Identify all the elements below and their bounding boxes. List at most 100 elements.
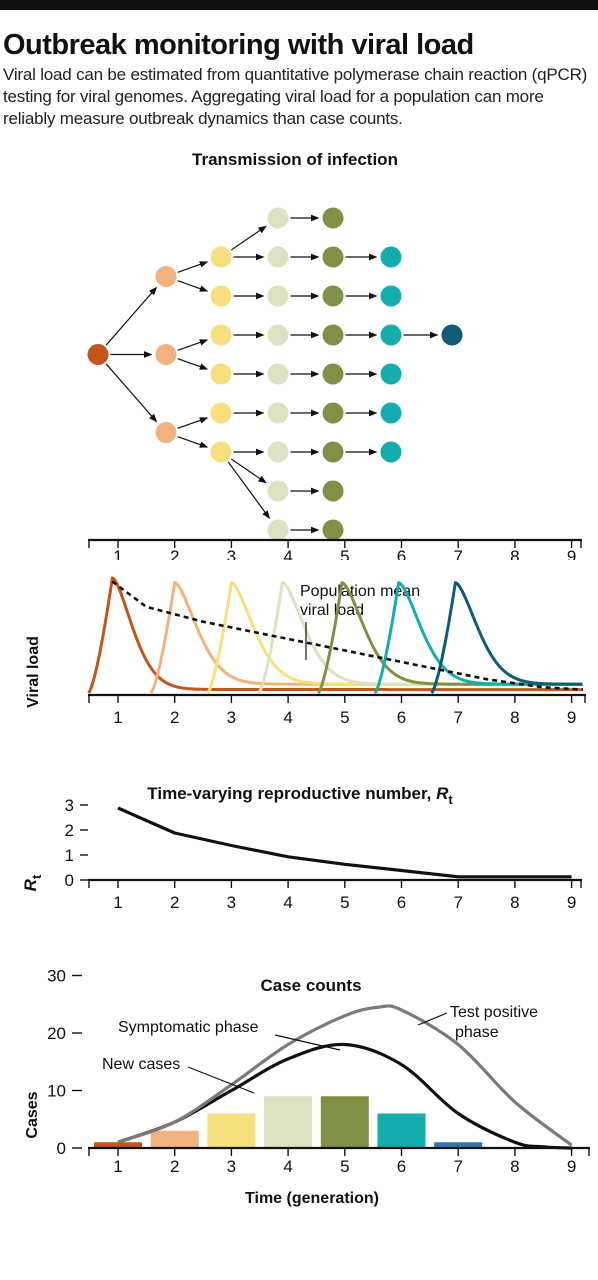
x-tick-label: 6 bbox=[397, 893, 406, 912]
x-tick-label: 7 bbox=[453, 547, 462, 560]
viral-load-chart: Viral load Population mean viral load 1 2… bbox=[25, 576, 586, 727]
top-rule bbox=[0, 0, 598, 10]
transmission-arrow bbox=[105, 363, 158, 423]
x-tick-label: 4 bbox=[283, 547, 292, 560]
gen1-node bbox=[87, 344, 109, 365]
x-tick-label: 1 bbox=[113, 547, 122, 560]
x-tick-label: 9 bbox=[567, 547, 576, 560]
mean-annotation-line1: Population mean bbox=[300, 583, 420, 600]
transmission-arrow bbox=[177, 436, 209, 448]
gen6-node bbox=[380, 285, 402, 307]
page-title: Outbreak monitoring with viral load bbox=[3, 29, 474, 61]
x-tick-label: 5 bbox=[340, 708, 349, 727]
x-tick-label: 9 bbox=[567, 893, 576, 912]
gen3-case-bar bbox=[207, 1113, 256, 1148]
gen5-node bbox=[322, 402, 344, 424]
gen7-node bbox=[441, 324, 463, 346]
gen5-node bbox=[322, 519, 344, 541]
x-tick-label: 3 bbox=[227, 547, 236, 560]
x-tick-label: 2 bbox=[170, 1157, 179, 1176]
x-tick-label: 8 bbox=[510, 708, 519, 727]
gen5-node bbox=[322, 480, 344, 502]
x-tick-label: 7 bbox=[453, 1157, 462, 1176]
x-tick-label: 6 bbox=[397, 708, 406, 727]
gen2-node bbox=[155, 266, 177, 287]
gen4-node bbox=[267, 246, 289, 268]
x-tick-label: 8 bbox=[510, 547, 519, 560]
cases-ylabel: Cases bbox=[24, 1091, 41, 1138]
x-tick-label: 7 bbox=[453, 893, 462, 912]
transmission-arrow bbox=[177, 358, 209, 370]
x-tick-label: 8 bbox=[510, 1157, 519, 1176]
rt-ylabel: Rt bbox=[21, 874, 44, 891]
gen4-node bbox=[267, 480, 289, 502]
transmission-arrow bbox=[177, 280, 209, 292]
gen3-node bbox=[210, 285, 232, 307]
x-tick-label: 3 bbox=[227, 893, 236, 912]
test-positive-phase-curve bbox=[117, 1004, 573, 1147]
gen5-node bbox=[322, 324, 344, 346]
x-tick-label: 4 bbox=[283, 1157, 292, 1176]
mean-annotation-line2: viral load bbox=[300, 602, 364, 619]
x-tick-label: 2 bbox=[170, 547, 179, 560]
gen5-node bbox=[322, 363, 344, 385]
transmission-arrow bbox=[105, 286, 158, 346]
x-tick-label: 4 bbox=[283, 708, 292, 727]
gen4-case-bar bbox=[264, 1096, 313, 1148]
gen4-node bbox=[267, 441, 289, 463]
gen4-node bbox=[267, 519, 289, 541]
cases-y-tick-label: 30 bbox=[47, 967, 66, 986]
gen5-case-bar bbox=[320, 1096, 369, 1148]
x-tick-label: 1 bbox=[113, 708, 122, 727]
x-tick-label: 1 bbox=[113, 893, 122, 912]
symptomatic-label: Symptomatic phase bbox=[118, 1019, 259, 1036]
x-tick-label: 5 bbox=[340, 893, 349, 912]
rt-line bbox=[117, 806, 572, 879]
x-tick-label: 3 bbox=[227, 1157, 236, 1176]
test-positive-pointer bbox=[417, 1012, 448, 1026]
gen6-node bbox=[380, 324, 402, 346]
gen4-node bbox=[267, 285, 289, 307]
x-tick-label: 7 bbox=[453, 708, 462, 727]
gen6-node bbox=[380, 441, 402, 463]
gen7-viral-curve bbox=[430, 581, 583, 694]
cases-title: Case counts bbox=[260, 976, 361, 995]
gen4-node bbox=[267, 207, 289, 229]
new-cases-pointer bbox=[187, 1066, 255, 1094]
cases-xlabel: Time (generation) bbox=[245, 1190, 379, 1207]
x-tick-label: 3 bbox=[227, 708, 236, 727]
gen3-node bbox=[210, 363, 232, 385]
transmission-arrow bbox=[177, 339, 209, 351]
x-tick-label: 4 bbox=[283, 893, 292, 912]
transmission-arrow bbox=[177, 261, 209, 273]
test-positive-label-2: phase bbox=[455, 1024, 499, 1041]
test-positive-label-1: Test positive bbox=[450, 1004, 538, 1021]
gen5-node bbox=[322, 441, 344, 463]
new-cases-label: New cases bbox=[102, 1056, 180, 1073]
x-tick-label: 6 bbox=[397, 1157, 406, 1176]
cases-y-tick-label: 10 bbox=[47, 1082, 66, 1101]
transmission-arrow bbox=[177, 417, 209, 429]
rt-title: Time-varying reproductive number, Rt bbox=[147, 784, 453, 807]
gen1-viral-curve bbox=[87, 576, 584, 694]
gen3-node bbox=[210, 402, 232, 424]
gen2-case-bar bbox=[150, 1130, 199, 1148]
x-tick-label: 6 bbox=[397, 547, 406, 560]
gen2-node bbox=[155, 422, 177, 443]
gen3-node bbox=[210, 441, 232, 463]
x-tick-label: 2 bbox=[170, 893, 179, 912]
gen6-case-bar bbox=[377, 1113, 426, 1148]
x-tick-label: 5 bbox=[340, 547, 349, 560]
gen2-node bbox=[155, 344, 177, 365]
transmission-arrow bbox=[230, 458, 267, 484]
gen3-node bbox=[210, 246, 232, 268]
x-tick-label: 9 bbox=[567, 1157, 576, 1176]
x-tick-label: 8 bbox=[510, 893, 519, 912]
transmission-title: Transmission of infection bbox=[192, 150, 398, 169]
rt-y-tick-label: 2 bbox=[65, 821, 74, 840]
gen6-node bbox=[380, 402, 402, 424]
gen4-node bbox=[267, 363, 289, 385]
transmission-arrow bbox=[227, 461, 270, 519]
x-tick-label: 5 bbox=[340, 1157, 349, 1176]
gen6-node bbox=[380, 363, 402, 385]
